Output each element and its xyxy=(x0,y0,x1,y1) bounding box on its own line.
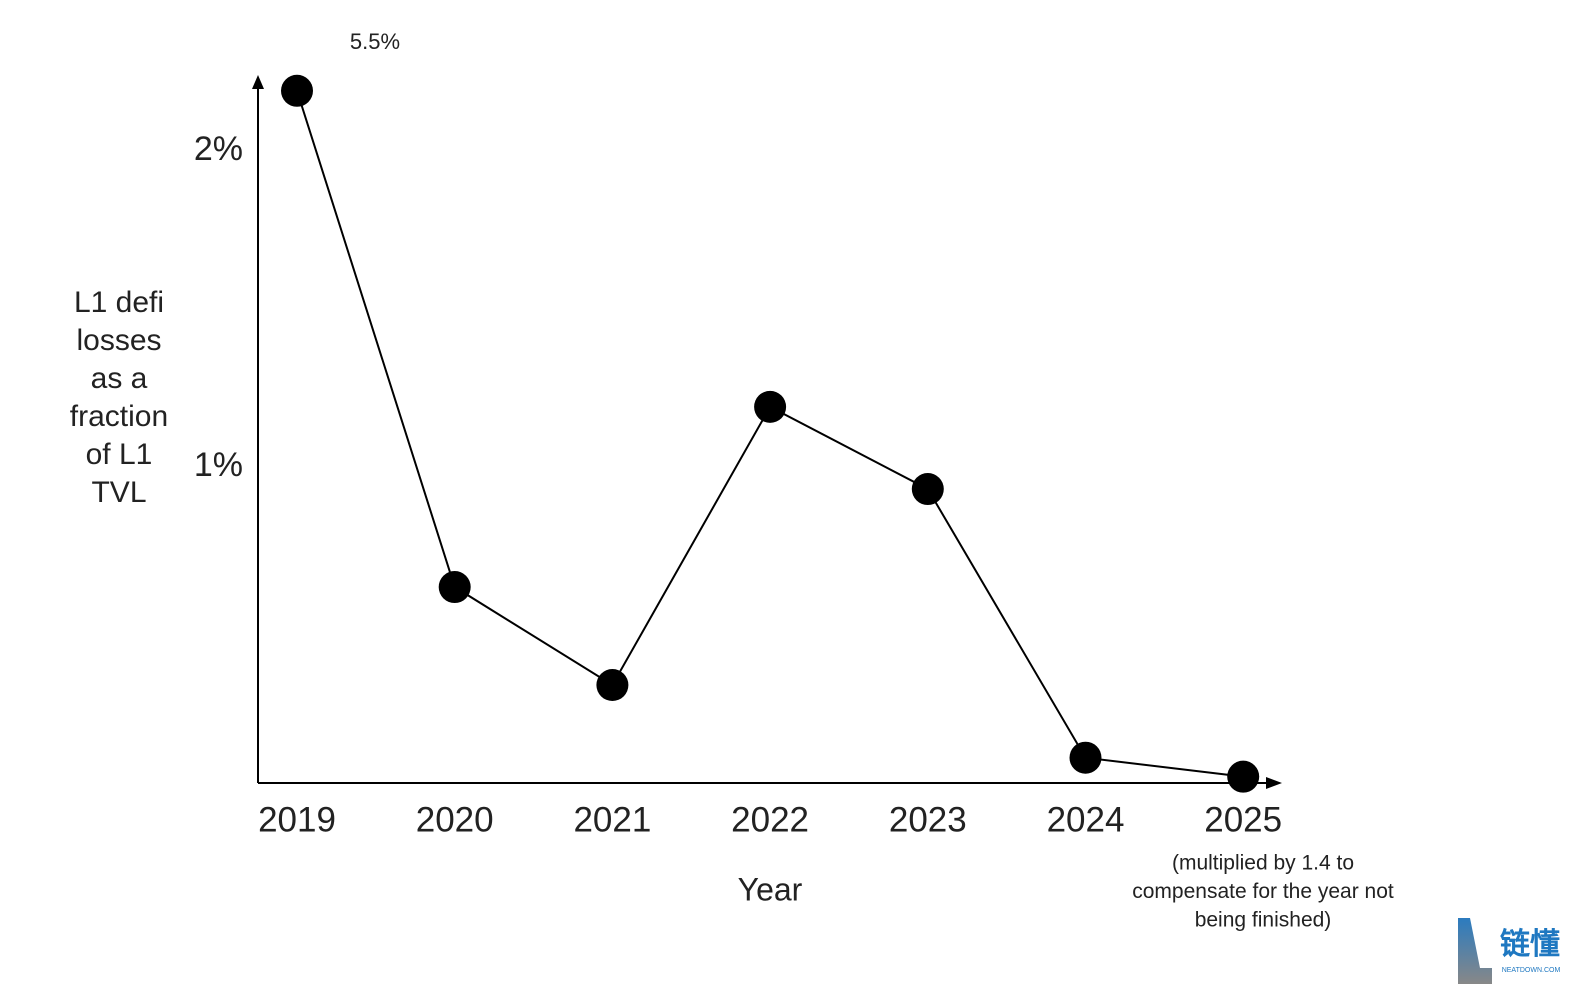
x-tick-label: 2022 xyxy=(731,800,809,839)
watermark: 链懂 NEATDOWN.COM xyxy=(1458,918,1560,984)
y-axis-label: as a xyxy=(91,362,148,395)
note: compensate for the year not xyxy=(1132,880,1394,903)
watermark-text: 链懂 xyxy=(1500,927,1560,961)
watermark-subtext: NEATDOWN.COM xyxy=(1502,967,1561,974)
y-axis-label: losses xyxy=(76,324,161,357)
y-tick-label: 1% xyxy=(194,446,243,484)
x-tick-label: 2023 xyxy=(889,800,967,839)
data-point xyxy=(596,669,629,702)
x-tick-label: 2021 xyxy=(573,800,651,839)
data-point xyxy=(1069,741,1102,774)
y-axis-label: of L1 xyxy=(86,438,153,471)
x-tick-label: 2020 xyxy=(416,800,494,839)
y-axis-label: fraction xyxy=(70,400,168,433)
data-point xyxy=(438,571,471,604)
y-axis-label: L1 defi xyxy=(74,286,164,319)
x-tick-label: 2024 xyxy=(1047,800,1125,839)
data-point xyxy=(1227,760,1260,793)
data-line xyxy=(296,90,1244,778)
data-point xyxy=(911,473,944,506)
annotation: 5.5% xyxy=(350,29,400,54)
watermark-logo xyxy=(1458,918,1492,984)
x-axis-label: Year xyxy=(738,871,803,907)
x-tick-label: 2019 xyxy=(258,800,336,839)
x-tick-label: 2025 xyxy=(1204,800,1282,839)
y-axis-arrow xyxy=(252,75,264,89)
note: (multiplied by 1.4 to xyxy=(1172,852,1354,875)
y-tick-label: 2% xyxy=(194,130,243,168)
y-axis-label: TVL xyxy=(91,476,146,509)
data-point xyxy=(754,390,787,423)
note: being finished) xyxy=(1195,909,1332,932)
x-axis-arrow xyxy=(1266,777,1282,789)
data-point xyxy=(281,74,313,107)
